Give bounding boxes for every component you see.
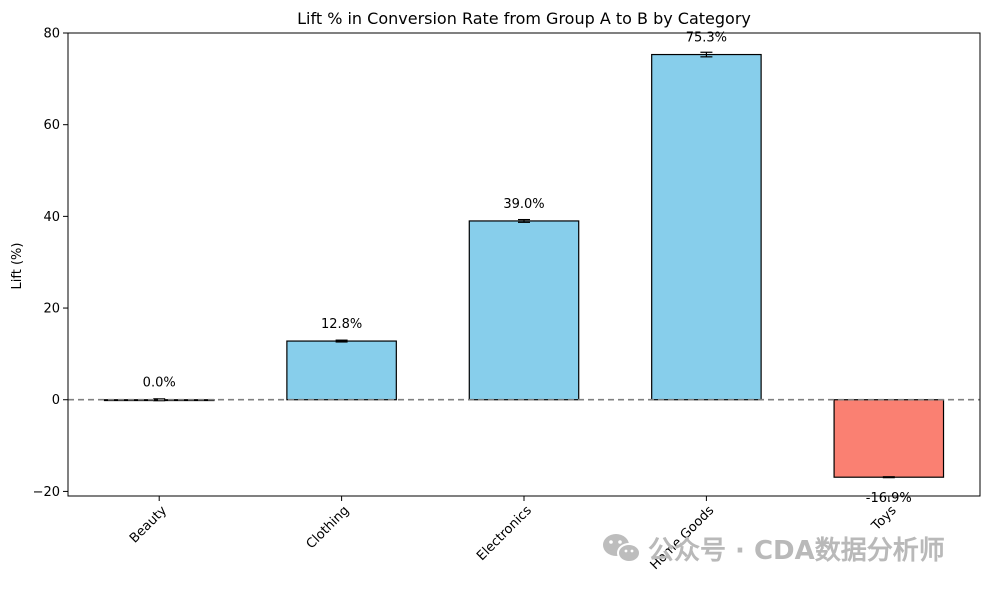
wechat-icon <box>603 534 641 563</box>
data-label: 75.3% <box>686 31 727 46</box>
y-tick-label: 40 <box>43 210 60 225</box>
data-label: 0.0% <box>143 376 176 391</box>
chart-title: Lift % in Conversion Rate from Group A t… <box>297 9 751 28</box>
bar <box>651 53 762 401</box>
x-tick-label: Toys <box>868 503 899 534</box>
y-tick-label: 0 <box>52 393 60 408</box>
data-label: 12.8% <box>321 317 362 332</box>
x-tick-label: Clothing <box>304 503 353 552</box>
bar <box>833 399 945 478</box>
bar <box>286 340 397 401</box>
y-tick-label: −20 <box>33 485 60 500</box>
x-tick-label: Beauty <box>127 503 170 546</box>
watermark: 公众号 · CDA数据分析师 <box>603 534 945 566</box>
bar <box>468 220 580 401</box>
x-tick-label: Electronics <box>474 503 535 564</box>
y-tick-label: 80 <box>43 27 60 42</box>
data-label: 39.0% <box>503 197 544 212</box>
y-axis-label: Lift (%) <box>10 243 25 290</box>
plot-area: 0.0%12.8%39.0%75.3%-16.9%−20020406080Bea… <box>33 27 981 573</box>
watermark-text: 公众号 · CDA数据分析师 <box>648 536 945 566</box>
y-tick-label: 60 <box>43 118 60 133</box>
y-tick-label: 20 <box>43 302 60 317</box>
